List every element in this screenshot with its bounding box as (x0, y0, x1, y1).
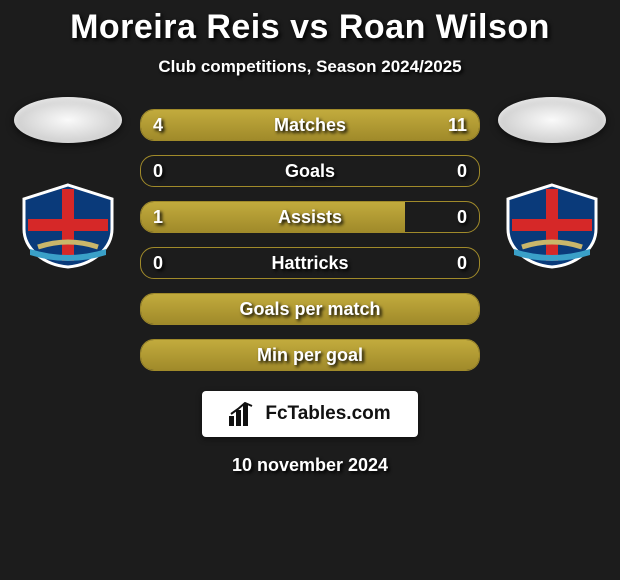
stat-value-right: 0 (457, 253, 467, 274)
snapshot-date: 10 november 2024 (0, 455, 620, 476)
club-shield-icon (18, 183, 118, 269)
stat-row: 0 0Goals (140, 155, 480, 187)
stat-row: Goals per match (140, 293, 480, 325)
stat-fill-left (141, 202, 405, 232)
fctables-mark-icon (229, 402, 259, 426)
footer-brand-logo: FcTables.com (202, 391, 418, 437)
stat-value-left: 0 (153, 161, 163, 182)
stat-row: 0 0Hattricks (140, 247, 480, 279)
stat-label: Goals (141, 161, 479, 182)
stat-row: Min per goal (140, 339, 480, 371)
right-player-col (498, 97, 606, 269)
club-shield-icon (502, 183, 602, 269)
stat-row: 10Assists (140, 201, 480, 233)
player-right-club-badge (502, 183, 602, 269)
left-player-col (14, 97, 122, 269)
stat-fill-right (232, 110, 479, 140)
comparison-bars: 411Matches00Goals10Assists00HattricksGoa… (140, 109, 480, 371)
stat-fill-left (141, 110, 232, 140)
stat-label: Hattricks (141, 253, 479, 274)
subtitle: Club competitions, Season 2024/2025 (0, 57, 620, 77)
stat-row: 411Matches (140, 109, 480, 141)
stat-fill-left (141, 340, 479, 370)
stat-value-left: 0 (153, 253, 163, 274)
page-title: Moreira Reis vs Roan Wilson (0, 8, 620, 47)
footer-brand-text: FcTables.com (265, 403, 390, 425)
player-left-avatar (14, 97, 122, 143)
stat-fill-left (141, 294, 479, 324)
stat-value-right: 0 (457, 207, 467, 228)
stat-value-right: 0 (457, 161, 467, 182)
player-left-club-badge (18, 183, 118, 269)
player-right-avatar (498, 97, 606, 143)
